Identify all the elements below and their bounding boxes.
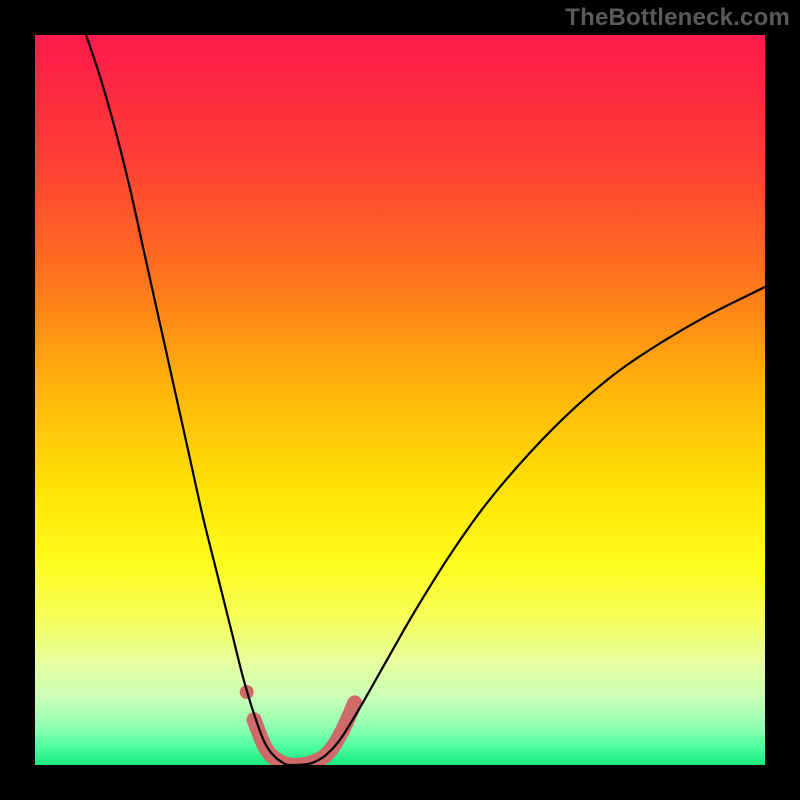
- bottleneck-chart-svg: [0, 0, 800, 800]
- plot-area: [35, 35, 765, 765]
- watermark-text: TheBottleneck.com: [565, 4, 790, 32]
- gradient-background: [35, 35, 765, 765]
- chart-stage: TheBottleneck.com: [0, 0, 800, 800]
